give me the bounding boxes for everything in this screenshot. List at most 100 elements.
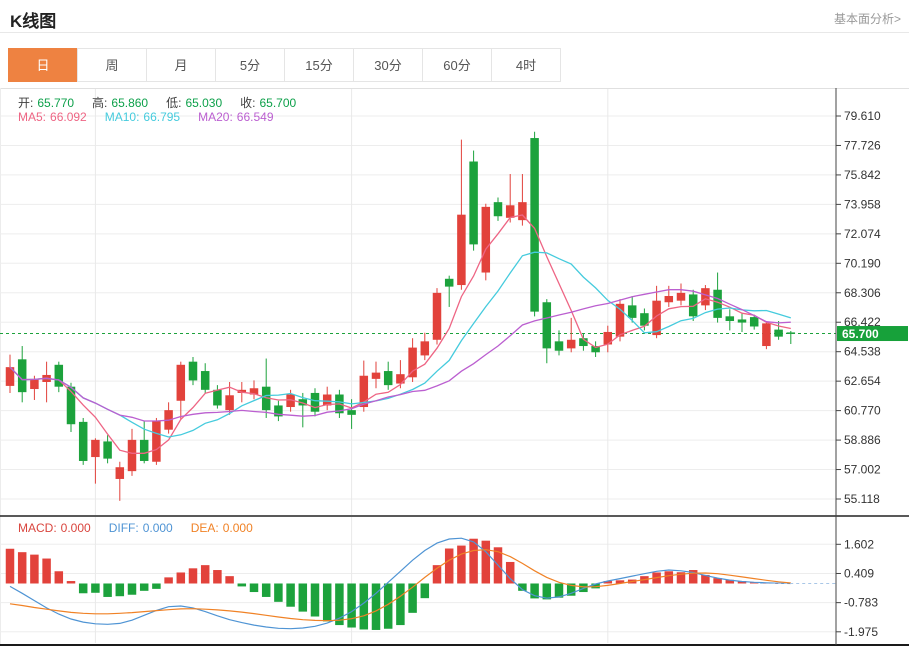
candle-body (127, 439, 137, 472)
macd-histogram-bar (457, 545, 466, 584)
tab-interval-4[interactable]: 15分 (284, 48, 354, 82)
ohlc-item-2-value: 65.030 (185, 96, 223, 110)
tab-interval-3[interactable]: 5分 (215, 48, 285, 82)
macd-histogram-bar (274, 583, 283, 602)
macd-histogram-bar (152, 583, 161, 589)
current-price-tag-value: 65.700 (842, 327, 879, 341)
macd-histogram-bar (725, 579, 735, 584)
candle-body (640, 313, 649, 326)
main-y-tick-label: 55.118 (844, 492, 880, 506)
macd-histogram-bar (103, 583, 112, 597)
candle-body (371, 372, 381, 379)
macd-histogram-bar (310, 583, 320, 617)
candle-body (78, 421, 88, 461)
macd-histogram-bar (115, 583, 125, 597)
candle-body (249, 388, 259, 395)
tab-interval-2[interactable]: 月 (146, 48, 216, 82)
macd-histogram-bar (225, 576, 234, 584)
macd-item-2-label: DEA: (190, 521, 219, 535)
macd-item-0-value: 0.000 (60, 521, 91, 535)
macd-histogram-bar (213, 570, 222, 584)
main-y-tick-label: 77.726 (844, 138, 881, 152)
macd-y-tick-label: 0.409 (844, 566, 874, 580)
candle-body (225, 395, 234, 411)
macd-histogram-bar (54, 571, 64, 584)
macd-histogram-bar (518, 583, 527, 591)
macd-histogram-bar (176, 572, 186, 584)
ma10-line (9, 251, 791, 438)
candle-body (274, 405, 283, 417)
macd-histogram-bar (42, 558, 51, 584)
tab-interval-5[interactable]: 30分 (353, 48, 423, 82)
macd-histogram-bar (432, 565, 442, 584)
macd-histogram-bar (371, 583, 381, 630)
main-y-tick-label: 58.886 (844, 433, 881, 447)
candle-body (725, 316, 735, 322)
candle-body (286, 394, 295, 408)
candle-body (139, 439, 149, 461)
macd-histogram-bar (188, 568, 198, 584)
macd-item-2: DEA: 0.000 (191, 521, 257, 535)
macd-histogram-bar (530, 583, 539, 599)
macd-histogram-bar (566, 583, 576, 596)
main-y-tick-label: 62.654 (844, 374, 881, 388)
ma20-line (9, 289, 791, 422)
candle-body (444, 278, 454, 287)
macd-histogram-bar (554, 583, 564, 598)
candle-body (54, 364, 64, 387)
fundamental-analysis-link[interactable]: 基本面分析> (833, 12, 901, 26)
macd-histogram-bar (30, 554, 39, 584)
macd-histogram-bar (127, 583, 137, 595)
macd-histogram-bar (322, 583, 332, 622)
candle-body (17, 359, 27, 393)
candle-body (481, 206, 491, 273)
ohlc-legend: 开: 65.770 高: 65.860 低: 65.030 收: 65.700 (18, 94, 314, 111)
diff-line (9, 537, 791, 630)
tab-interval-7[interactable]: 4时 (491, 48, 561, 82)
ma-item-2: MA20: 66.549 (198, 110, 277, 124)
ma-item-0: MA5: 66.092 (18, 110, 91, 124)
candle-body (664, 295, 674, 303)
candle-body (396, 374, 405, 384)
macd-histogram-bar (139, 583, 149, 591)
macd-histogram-bar (591, 583, 600, 589)
candle-body (688, 294, 698, 317)
candle-body (554, 341, 564, 351)
ohlc-item-0-label: 开: (18, 96, 34, 110)
ohlc-item-3: 收: 65.700 (240, 96, 300, 110)
candle-body (579, 338, 588, 347)
tab-interval-0[interactable]: 日 (8, 48, 78, 82)
ma-item-0-value: 66.092 (50, 110, 87, 124)
candle-body (237, 389, 247, 393)
header: K线图 基本面分析> (0, 0, 909, 33)
macd-histogram-bar (713, 578, 722, 584)
candle-body (786, 332, 796, 334)
ma5-line (9, 214, 791, 454)
candle-body (408, 347, 417, 378)
candle-body (5, 367, 15, 386)
tab-interval-6[interactable]: 60分 (422, 48, 492, 82)
macd-histogram-bar (408, 583, 417, 613)
dea-line (9, 549, 791, 622)
current-price-tag (837, 326, 908, 342)
macd-histogram-bar (396, 583, 405, 626)
main-y-tick-label: 64.538 (844, 345, 881, 359)
macd-histogram-bar (347, 583, 356, 628)
ma-item-2-value: 66.549 (236, 110, 274, 124)
ohlc-item-2-label: 低: (166, 96, 182, 110)
macd-histogram-bar (5, 548, 15, 584)
ohlc-item-1: 高: 65.860 (92, 96, 152, 110)
candle-body (713, 289, 722, 318)
main-y-tick-label: 72.074 (844, 227, 881, 241)
main-y-tick-label: 70.190 (844, 256, 881, 270)
ohlc-item-3-label: 收: (240, 96, 256, 110)
main-y-tick-label: 73.958 (844, 197, 881, 211)
macd-histogram-bar (17, 552, 27, 584)
macd-histogram-bar (664, 571, 674, 584)
candle-body (591, 346, 600, 353)
candle-body (542, 302, 552, 349)
main-y-tick-label: 57.002 (844, 463, 881, 477)
tab-interval-1[interactable]: 周 (77, 48, 147, 82)
candle-body (652, 300, 661, 336)
